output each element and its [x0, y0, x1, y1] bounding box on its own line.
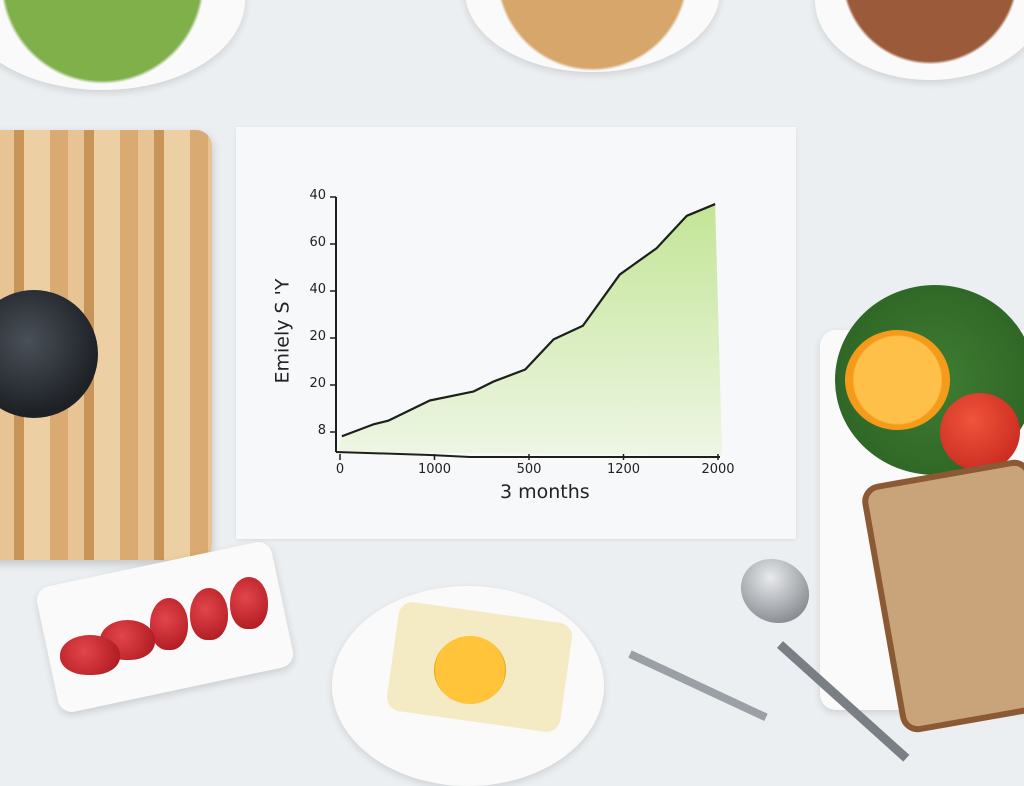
- orange-slice: [845, 330, 950, 430]
- x-axis: [335, 451, 720, 458]
- series-area: [338, 204, 722, 455]
- tomato: [940, 393, 1020, 471]
- lemon-slice: [434, 636, 506, 704]
- x-tick-label: 500: [516, 462, 542, 477]
- strawberry: [60, 635, 120, 675]
- x-tick-label: 1200: [606, 462, 641, 477]
- scale-knob: [0, 290, 98, 418]
- y-tick-label: 8: [317, 423, 326, 438]
- y-tick-label: 40: [309, 282, 326, 297]
- strawberry: [230, 577, 268, 629]
- y-tick-label: 20: [309, 376, 326, 391]
- chart-plot: [330, 196, 722, 460]
- y-axis-label: Emiely S 'Y: [271, 278, 294, 384]
- strawberry: [150, 598, 188, 650]
- y-tick-label: 20: [309, 329, 326, 344]
- x-axis-label: 3 months: [500, 481, 590, 503]
- y-tick-label: 60: [309, 235, 326, 250]
- strawberry: [190, 588, 228, 640]
- x-tick-label: 2000: [701, 462, 735, 477]
- x-tick-label: 0: [335, 462, 345, 477]
- series-line: [341, 203, 716, 438]
- x-tick-label: 1000: [417, 462, 452, 477]
- y-tick-label: 40: [309, 188, 326, 203]
